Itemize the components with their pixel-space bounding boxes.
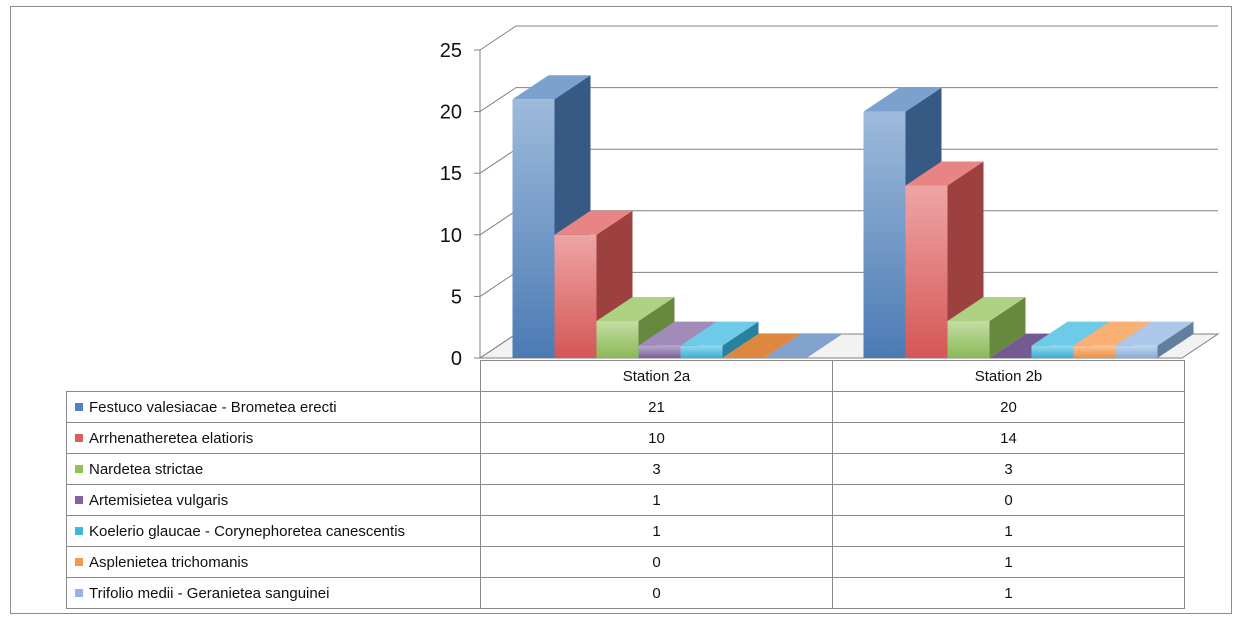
data-label: 3 <box>480 453 833 485</box>
data-label: 1 <box>832 577 1185 609</box>
gridline <box>479 148 1218 174</box>
data-label: 3 <box>832 453 1185 485</box>
bar-front <box>905 185 948 358</box>
bar-front <box>1031 345 1074 358</box>
table-row: Koelerio glaucae - Corynephoretea canesc… <box>66 515 1185 547</box>
data-label: 10 <box>480 422 833 454</box>
bar-top <box>1031 321 1110 346</box>
data-label: 1 <box>480 515 833 547</box>
y-tick-label: 5 <box>451 286 462 308</box>
bar-front <box>638 345 681 358</box>
bar-front <box>947 321 990 358</box>
legend-swatch <box>75 588 83 597</box>
series-label: Arrhenatheretea elatioris <box>66 422 481 454</box>
legend-swatch <box>75 526 83 535</box>
bar-koelerio-glaucae-corynephoretea-canescentis-station-2a <box>680 321 759 358</box>
table-header-row: Station 2a Station 2b <box>67 360 1185 392</box>
data-label: 21 <box>480 391 833 423</box>
bar-top <box>947 297 1026 322</box>
data-label: 0 <box>480 546 833 578</box>
bar-front <box>512 99 555 358</box>
data-label: 1 <box>832 546 1185 578</box>
category-header-station-2a: Station 2a <box>480 360 833 392</box>
y-tick-label: 0 <box>451 348 462 370</box>
gridline <box>479 87 1218 113</box>
series-label: Artemisietea vulgaris <box>66 484 481 516</box>
legend-swatch <box>75 433 83 442</box>
series-name: Nardetea strictae <box>89 460 204 478</box>
bar-front <box>596 321 639 358</box>
legend-swatch <box>75 402 83 411</box>
bar-top <box>596 297 675 322</box>
series-label: Koelerio glaucae - Corynephoretea canesc… <box>66 515 481 547</box>
bar-top <box>722 334 801 358</box>
chart-bars <box>512 75 1194 358</box>
bar-front <box>1115 345 1158 358</box>
bar-nardetea-strictae-station-2b <box>947 297 1026 358</box>
series-name: Koelerio glaucae - Corynephoretea canesc… <box>89 522 406 540</box>
table-row: Artemisietea vulgaris 1 0 <box>66 484 1185 516</box>
bar-front <box>863 111 906 358</box>
table-row: Trifolio medii - Geranietea sanguinei 0 1 <box>66 577 1185 609</box>
bar-asplenietea-trichomanis-station-2a <box>722 334 801 358</box>
data-label: 0 <box>832 484 1185 516</box>
y-tick-label: 15 <box>440 163 462 185</box>
bar-top <box>1073 321 1152 346</box>
y-tick-label: 10 <box>440 225 462 247</box>
series-name: Arrhenatheretea elatioris <box>89 429 254 447</box>
bar-top <box>764 334 843 358</box>
data-table: Station 2a Station 2b Festuco valesiacae … <box>66 360 1185 609</box>
bar-top <box>1115 321 1194 346</box>
series-name: Artemisietea vulgaris <box>89 491 229 509</box>
bar-top <box>680 321 759 346</box>
series-name: Asplenietea trichomanis <box>89 553 249 571</box>
data-label: 1 <box>480 484 833 516</box>
data-label: 20 <box>832 391 1185 423</box>
series-label: Nardetea strictae <box>66 453 481 485</box>
table-row: Festuco valesiacae - Brometea erecti 21 20 <box>66 391 1185 423</box>
y-tick-label: 20 <box>440 102 462 124</box>
bar-trifolio-medii-geranietea-sanguinei-station-2a <box>764 334 843 358</box>
data-label: 0 <box>480 577 833 609</box>
bar-top <box>512 75 591 100</box>
bar-top <box>905 161 984 186</box>
table-corner <box>67 361 481 392</box>
series-label: Asplenietea trichomanis <box>66 546 481 578</box>
bar-top <box>638 321 717 346</box>
series-label: Trifolio medii - Geranietea sanguinei <box>66 577 481 609</box>
table-row: Asplenietea trichomanis 0 1 <box>66 546 1185 578</box>
series-label: Festuco valesiacae - Brometea erecti <box>66 391 481 423</box>
category-header-station-2b: Station 2b <box>832 360 1185 392</box>
data-label: 14 <box>832 422 1185 454</box>
series-name: Trifolio medii - Geranietea sanguinei <box>89 584 330 602</box>
legend-swatch <box>75 557 83 566</box>
bar-side <box>722 321 759 358</box>
y-tick-label: 25 <box>440 40 462 62</box>
bar-front <box>680 345 723 358</box>
gridline <box>479 25 1218 51</box>
bar-trifolio-medii-geranietea-sanguinei-station-2b <box>1115 321 1194 358</box>
legend-swatch <box>75 464 83 473</box>
bar-side <box>1157 321 1194 358</box>
data-label: 1 <box>832 515 1185 547</box>
legend-swatch <box>75 495 83 504</box>
bar-top <box>554 210 633 235</box>
series-name: Festuco valesiacae - Brometea erecti <box>89 398 337 416</box>
bar-front <box>554 234 597 358</box>
bar-top <box>863 87 942 112</box>
bar-side <box>989 297 1026 358</box>
table-row: Nardetea strictae 3 3 <box>66 453 1185 485</box>
bar-front <box>1073 345 1116 358</box>
table-row: Arrhenatheretea elatioris 10 14 <box>66 422 1185 454</box>
y-axis: 0 5 10 15 20 25 <box>440 40 480 370</box>
